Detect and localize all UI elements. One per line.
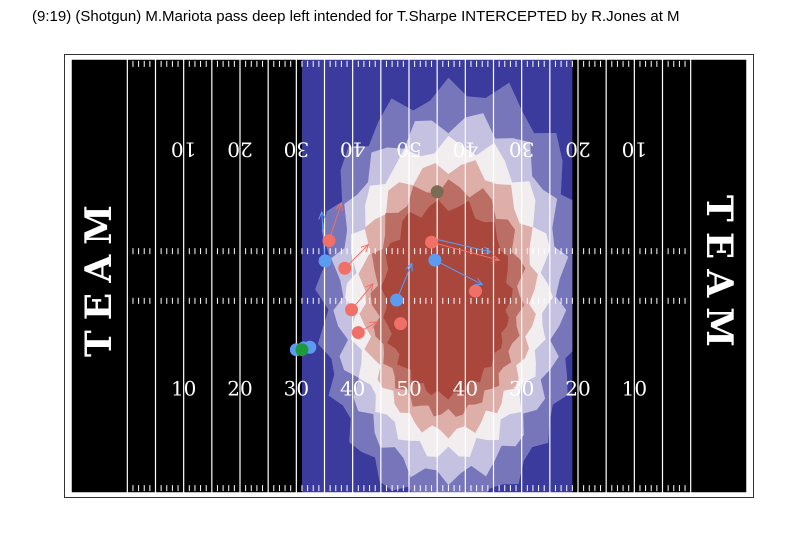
heatmap bbox=[301, 59, 573, 493]
play-title: (9:19) (Shotgun) M.Mariota pass deep lef… bbox=[32, 8, 680, 25]
yard-number-top: 40 bbox=[340, 138, 365, 162]
route-arrowhead bbox=[365, 282, 374, 292]
route-line bbox=[431, 237, 491, 253]
yard-number-bottom: 20 bbox=[565, 376, 590, 400]
field-border bbox=[70, 58, 748, 494]
yard-number-bottom: 50 bbox=[396, 376, 421, 400]
route-arrowhead bbox=[405, 262, 413, 272]
yard-lines bbox=[70, 58, 748, 494]
yard-number-bottom: 40 bbox=[340, 376, 365, 400]
defense-player-marker bbox=[390, 293, 404, 307]
offense-player-marker bbox=[468, 284, 482, 298]
yard-number-top: 40 bbox=[453, 138, 478, 162]
route-arrowhead bbox=[368, 321, 378, 329]
endzone-label-left: TEAM bbox=[78, 195, 120, 357]
defense-player-marker bbox=[428, 253, 442, 267]
route-line bbox=[328, 202, 342, 241]
yard-number-top: 20 bbox=[565, 138, 590, 162]
offense-player-marker bbox=[425, 235, 439, 249]
offense-player-marker bbox=[351, 326, 365, 340]
yard-number-bottom: 30 bbox=[509, 376, 534, 400]
offense-player-marker bbox=[345, 303, 359, 317]
route-arrowhead bbox=[335, 202, 343, 212]
player-markers bbox=[289, 185, 482, 357]
defense-player-marker bbox=[318, 254, 332, 268]
yard-number-bottom: 10 bbox=[622, 376, 647, 400]
endzone-label-right: TEAM bbox=[698, 195, 740, 357]
endzone-labels: TEAM TEAM bbox=[78, 195, 740, 357]
route-arrowhead bbox=[360, 243, 370, 253]
offense-player-marker bbox=[394, 317, 408, 331]
yard-numbers: 10 20 30 40 50 40 30 20 10 10 20 30 40 50 40 30 20 10 bbox=[171, 138, 647, 401]
yard-number-top: 30 bbox=[509, 138, 534, 162]
football-field-chart: 10 20 30 40 50 40 30 20 10 10 20 30 40 50 40 30 20 10 TEA… bbox=[70, 58, 748, 494]
route-arrowhead bbox=[482, 246, 492, 255]
route-arrowhead bbox=[491, 254, 501, 263]
yard-number-top: 10 bbox=[171, 138, 196, 162]
route-arrowhead bbox=[474, 277, 484, 286]
target-player-marker bbox=[430, 185, 444, 199]
route-line bbox=[396, 263, 413, 301]
route-line bbox=[321, 212, 326, 261]
route-line bbox=[431, 241, 500, 261]
yard-number-bottom: 20 bbox=[227, 376, 252, 400]
yard-number-top: 20 bbox=[227, 138, 252, 162]
yard-number-bottom: 10 bbox=[171, 376, 196, 400]
offense-player-marker bbox=[322, 234, 336, 248]
player-routes bbox=[318, 202, 501, 334]
yard-number-top: 50 bbox=[396, 138, 421, 162]
yard-number-bottom: 40 bbox=[453, 376, 478, 400]
yard-number-top: 10 bbox=[622, 138, 647, 162]
football-player-marker bbox=[295, 343, 309, 357]
route-line bbox=[434, 259, 483, 285]
offense-player-marker bbox=[338, 261, 352, 275]
yard-number-bottom: 30 bbox=[284, 376, 309, 400]
route-arrowhead bbox=[318, 210, 327, 220]
yard-number-top: 30 bbox=[284, 138, 309, 162]
